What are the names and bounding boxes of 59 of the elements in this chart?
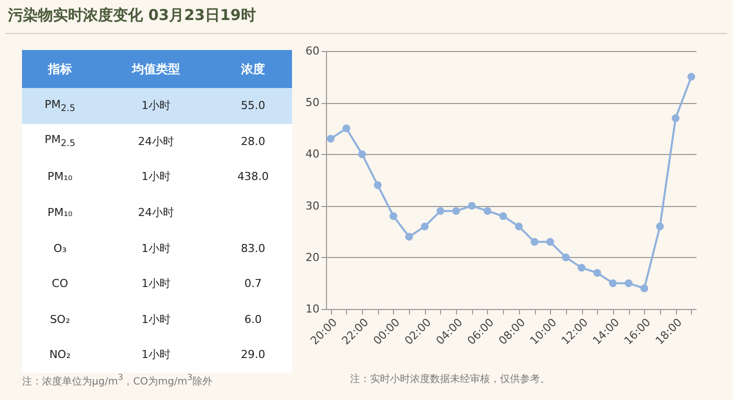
text: 29.0 [240, 348, 266, 362]
text: 55.0 [240, 99, 266, 112]
point [358, 150, 366, 158]
text: PM₁₀ [48, 206, 72, 220]
point [640, 284, 648, 292]
text: 438.0 [237, 170, 269, 184]
y-tick-label: 40 [306, 148, 320, 161]
point [342, 124, 350, 132]
text: 24小时 [138, 206, 174, 220]
point [420, 222, 429, 230]
point [624, 279, 632, 288]
text: 污染物实时浓度变化 03月23日19时 [8, 6, 256, 25]
text: PM$_{2.5}$ [44, 98, 76, 114]
category-label: 均值类型 [98, 50, 214, 88]
text: SO₂ [50, 312, 70, 326]
text: NO₂ [49, 348, 71, 362]
point [390, 212, 398, 220]
point [436, 207, 444, 215]
text: 1小时 [142, 242, 171, 255]
text: PM₁₀ [48, 170, 72, 184]
point [468, 202, 476, 210]
point [578, 264, 586, 272]
y-tick-label: 20 [306, 250, 320, 264]
text: 1小时 [142, 170, 171, 184]
point [326, 134, 335, 143]
point [374, 181, 382, 190]
point [484, 207, 492, 215]
category-label: 浓度 [214, 50, 292, 88]
text: 0.7 [244, 277, 262, 290]
point [546, 238, 554, 246]
text: PM$_{2.5}$ [44, 133, 76, 150]
y-tick-label: 60 [306, 44, 320, 58]
point [609, 279, 617, 288]
text: 6.0 [244, 312, 262, 326]
point [656, 222, 664, 230]
category-label: 指标 [22, 50, 98, 88]
point [530, 238, 538, 246]
text: 1小时 [142, 348, 171, 362]
point [562, 254, 570, 262]
text: O₃ [53, 242, 67, 255]
point [499, 212, 508, 220]
point [452, 207, 460, 215]
text: CO [52, 277, 68, 290]
text: 83.0 [240, 242, 266, 255]
y-tick-label: 30 [306, 199, 320, 212]
point [687, 72, 696, 81]
text: 24小时 [138, 134, 174, 148]
point [672, 114, 680, 122]
y-tick-label: 10 [306, 302, 320, 316]
text: 1小时 [142, 312, 171, 326]
y-tick-label: 50 [306, 96, 320, 110]
text: 1小时 [142, 277, 171, 290]
point [593, 269, 602, 277]
point [514, 222, 523, 230]
text: 注：浓度单位为μg/m$^{3}$，CO为mg/m$^{3}$除外 [22, 372, 213, 388]
point [405, 232, 413, 241]
text: 1小时 [142, 99, 171, 112]
text: 28.0 [240, 134, 266, 148]
text: 注：实时小时浓度数据未经审核，仅供参考。 [350, 372, 550, 386]
